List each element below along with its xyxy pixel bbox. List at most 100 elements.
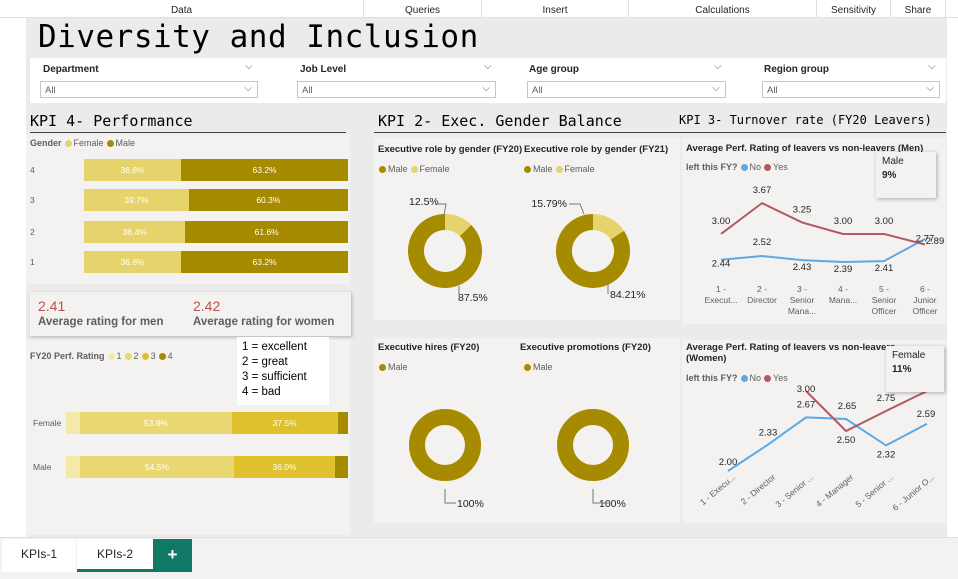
women-legend-title: left this FY? xyxy=(686,373,738,383)
bar-segment[interactable]: 63.2% xyxy=(181,251,348,273)
avg-men-value: 2.41 xyxy=(38,298,66,314)
men-turnover-label: Male xyxy=(882,156,904,167)
legend-no: No xyxy=(749,162,762,172)
fy20-title: Executive role by gender (FY20) xyxy=(378,144,523,155)
menu-queries[interactable]: Queries xyxy=(364,0,482,18)
chevron-down-icon[interactable]: ⌵ xyxy=(928,61,936,72)
donut-promotions-panel[interactable] xyxy=(519,338,680,523)
bar-segment[interactable] xyxy=(335,456,348,478)
slicer-region-group-dropdown[interactable]: All ⌵ xyxy=(762,81,940,98)
x-tick-label: Officer xyxy=(913,306,938,316)
average-rating-card[interactable] xyxy=(30,292,351,336)
slicer-job-level-dropdown[interactable]: All ⌵ xyxy=(297,81,496,98)
rating-key-2: 2 = great xyxy=(242,356,288,368)
female-dot-icon xyxy=(64,140,72,148)
perf-legend-1: 1 xyxy=(116,351,122,361)
add-page-button[interactable]: + xyxy=(153,539,192,572)
bar-segment[interactable] xyxy=(337,412,348,434)
line-data-label: 2.89 xyxy=(926,236,945,247)
kpi2-underline xyxy=(374,132,946,133)
donut-slice xyxy=(556,214,630,288)
bar-segment[interactable]: 36.8% xyxy=(84,159,182,181)
bar-segment[interactable] xyxy=(66,456,81,478)
x-tick-label: Officer xyxy=(872,306,897,316)
bar-segment[interactable]: 36.0% xyxy=(233,456,336,478)
bar-segment[interactable]: 37.5% xyxy=(231,412,338,434)
perf-legend-4: 4 xyxy=(167,351,173,361)
female-dot-icon xyxy=(410,166,418,174)
line-series-yes xyxy=(720,201,926,246)
legend-yes: Yes xyxy=(773,373,788,383)
chevron-down-icon[interactable]: ⌵ xyxy=(484,61,492,72)
men-turnover-value: 9% xyxy=(882,170,897,181)
perf-legend-2: 2 xyxy=(133,351,139,361)
avg-men-label: Average rating for men xyxy=(38,316,164,328)
hires-title: Executive hires (FY20) xyxy=(378,342,480,353)
slicer-age-group-value: All xyxy=(532,85,543,96)
menu-sensitivity[interactable]: Sensitivity xyxy=(817,0,891,18)
rating-1-dot-icon xyxy=(107,353,115,361)
chevron-down-icon[interactable]: ⌵ xyxy=(714,61,722,72)
female-dot-icon xyxy=(555,166,563,174)
tab-kpis-1[interactable]: KPIs-1 xyxy=(2,539,76,572)
line-data-label: 2.43 xyxy=(793,262,812,273)
bar-segment[interactable]: 53.8% xyxy=(80,412,232,434)
bar-category-label: Male xyxy=(33,462,52,472)
bar-segment[interactable]: 54.5% xyxy=(80,456,234,478)
line-data-label: 2.39 xyxy=(834,264,853,275)
kpi3-heading: KPI 3- Turnover rate (FY20 Leavers) xyxy=(679,113,932,127)
fy21-legend: Male Female xyxy=(521,164,595,174)
gender-legend: Gender Female Male xyxy=(30,138,135,148)
legend-female: Female xyxy=(419,164,450,174)
kpi4-heading: KPI 4- Performance xyxy=(30,112,193,130)
rating-key-3: 3 = sufficient xyxy=(242,371,307,383)
promotions-title: Executive promotions (FY20) xyxy=(520,342,651,353)
bar-category-label: 2 xyxy=(30,227,35,237)
bar-segment[interactable]: 60.3% xyxy=(188,189,348,211)
donut-leader-line xyxy=(569,203,585,215)
slicer-department-value: All xyxy=(45,85,56,96)
menu-calculations[interactable]: Calculations xyxy=(629,0,817,18)
women-turnover-value: 11% xyxy=(892,364,912,375)
bar-segment[interactable] xyxy=(66,412,81,434)
donut-hires-panel[interactable] xyxy=(374,338,519,523)
women-chart-title: Average Perf. Rating of leavers vs non-l… xyxy=(686,342,896,364)
x-tick-label: 4 - Manager xyxy=(814,472,856,509)
line-data-label: 2.32 xyxy=(877,449,896,460)
line-data-label: 2.77 xyxy=(916,234,935,245)
bar-segment[interactable]: 61.6% xyxy=(185,221,348,243)
x-tick-label: Junior xyxy=(913,295,936,305)
line-data-label: 3.00 xyxy=(712,216,731,227)
donut-data-label: 100% xyxy=(599,498,626,510)
line-data-label: 2.41 xyxy=(875,263,894,274)
menu-insert[interactable]: Insert xyxy=(482,0,629,18)
perf-legend-3: 3 xyxy=(150,351,156,361)
rating-3-dot-icon xyxy=(141,353,149,361)
rating-key-box: 1 = excellent 2 = great 3 = sufficient 4… xyxy=(237,337,329,405)
menu-data[interactable]: Data xyxy=(0,0,364,18)
line-data-label: 3.25 xyxy=(793,204,812,215)
men-chart-legend: left this FY? No Yes xyxy=(686,162,788,172)
bar-segment[interactable]: 39.7% xyxy=(84,189,189,211)
bar-category-label: 1 xyxy=(30,257,35,267)
menu-share[interactable]: Share xyxy=(891,0,946,18)
male-dot-icon xyxy=(524,166,531,174)
chevron-down-icon[interactable]: ⌵ xyxy=(245,61,253,72)
women-chart-legend: left this FY? No Yes xyxy=(686,373,788,383)
bar-segment[interactable]: 38.4% xyxy=(84,221,186,243)
bar-segment[interactable]: 63.2% xyxy=(181,159,348,181)
slicer-department-dropdown[interactable]: All ⌵ xyxy=(40,81,258,98)
x-tick-label: 4 - xyxy=(838,284,848,294)
x-tick-label: Director xyxy=(747,295,777,305)
donut-leader-line xyxy=(436,203,447,216)
x-tick-label: Senior xyxy=(790,295,815,305)
tab-kpis-2[interactable]: KPIs-2 xyxy=(77,539,153,572)
kpi2-heading: KPI 2- Exec. Gender Balance xyxy=(378,112,622,130)
slicer-age-group-dropdown[interactable]: All ⌵ xyxy=(527,81,726,98)
line-series-yes xyxy=(805,390,928,433)
bar-category-label: 4 xyxy=(30,165,35,175)
bar-segment[interactable]: 36.8% xyxy=(84,251,182,273)
donut-leader-line xyxy=(592,489,610,504)
avg-women-label: Average rating for women xyxy=(193,316,335,328)
